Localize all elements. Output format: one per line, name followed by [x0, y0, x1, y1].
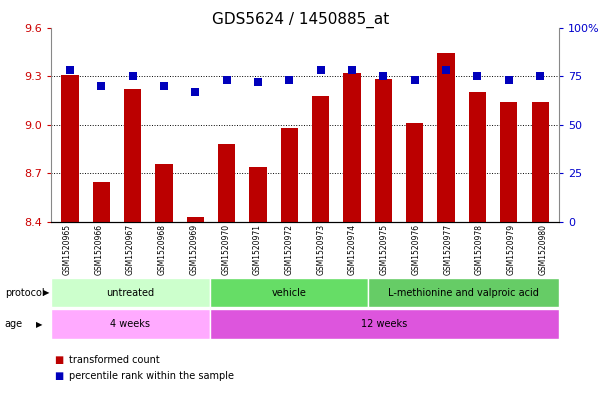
Bar: [155, 164, 172, 222]
Point: [410, 77, 419, 83]
Text: GSM1520970: GSM1520970: [221, 224, 230, 275]
Bar: [218, 144, 235, 222]
Text: L-methionine and valproic acid: L-methionine and valproic acid: [388, 288, 539, 298]
Text: GSM1520965: GSM1520965: [63, 224, 72, 275]
Text: GSM1520973: GSM1520973: [316, 224, 325, 275]
Text: untreated: untreated: [106, 288, 154, 298]
Bar: [469, 92, 486, 222]
Text: GSM1520975: GSM1520975: [380, 224, 389, 275]
Text: 4 weeks: 4 weeks: [111, 319, 150, 329]
Point: [96, 83, 106, 89]
Point: [159, 83, 169, 89]
Text: GSM1520967: GSM1520967: [126, 224, 135, 275]
Bar: [124, 89, 141, 222]
Point: [379, 73, 388, 79]
Point: [65, 67, 75, 73]
Text: GDS5624 / 1450885_at: GDS5624 / 1450885_at: [212, 12, 389, 28]
Point: [347, 67, 357, 73]
Bar: [368, 278, 559, 307]
Text: ■: ■: [54, 354, 63, 365]
Text: GSM1520968: GSM1520968: [157, 224, 166, 275]
Point: [284, 77, 294, 83]
Text: GSM1520979: GSM1520979: [507, 224, 516, 275]
Point: [535, 73, 545, 79]
Point: [441, 67, 451, 73]
Text: GSM1520974: GSM1520974: [348, 224, 357, 275]
Point: [253, 79, 263, 85]
Text: GSM1520978: GSM1520978: [475, 224, 484, 275]
Text: ■: ■: [54, 371, 63, 382]
Bar: [93, 182, 110, 222]
Text: GSM1520977: GSM1520977: [444, 224, 453, 275]
Text: age: age: [5, 319, 23, 329]
Bar: [187, 217, 204, 222]
Point: [504, 77, 514, 83]
Bar: [375, 79, 392, 222]
Point: [222, 77, 231, 83]
Point: [128, 73, 138, 79]
Point: [191, 88, 200, 95]
Bar: [531, 102, 549, 222]
Bar: [210, 309, 559, 339]
Text: GSM1520971: GSM1520971: [253, 224, 262, 275]
Point: [316, 67, 326, 73]
Bar: [51, 309, 210, 339]
Bar: [210, 278, 368, 307]
Text: vehicle: vehicle: [272, 288, 307, 298]
Text: ▶: ▶: [43, 288, 49, 297]
Bar: [249, 167, 267, 222]
Text: protocol: protocol: [5, 288, 44, 298]
Text: percentile rank within the sample: percentile rank within the sample: [69, 371, 234, 382]
Text: transformed count: transformed count: [69, 354, 160, 365]
Bar: [406, 123, 423, 222]
Text: GSM1520976: GSM1520976: [412, 224, 421, 275]
Text: GSM1520966: GSM1520966: [94, 224, 103, 275]
Text: 12 weeks: 12 weeks: [361, 319, 407, 329]
Point: [472, 73, 482, 79]
Bar: [500, 102, 517, 222]
Bar: [343, 73, 361, 222]
Text: ▶: ▶: [36, 320, 42, 329]
Text: GSM1520972: GSM1520972: [285, 224, 294, 275]
Text: GSM1520980: GSM1520980: [538, 224, 548, 275]
Bar: [281, 128, 298, 222]
Text: GSM1520969: GSM1520969: [189, 224, 198, 275]
Bar: [61, 75, 79, 222]
Bar: [312, 95, 329, 222]
Bar: [51, 278, 210, 307]
Bar: [438, 53, 455, 222]
